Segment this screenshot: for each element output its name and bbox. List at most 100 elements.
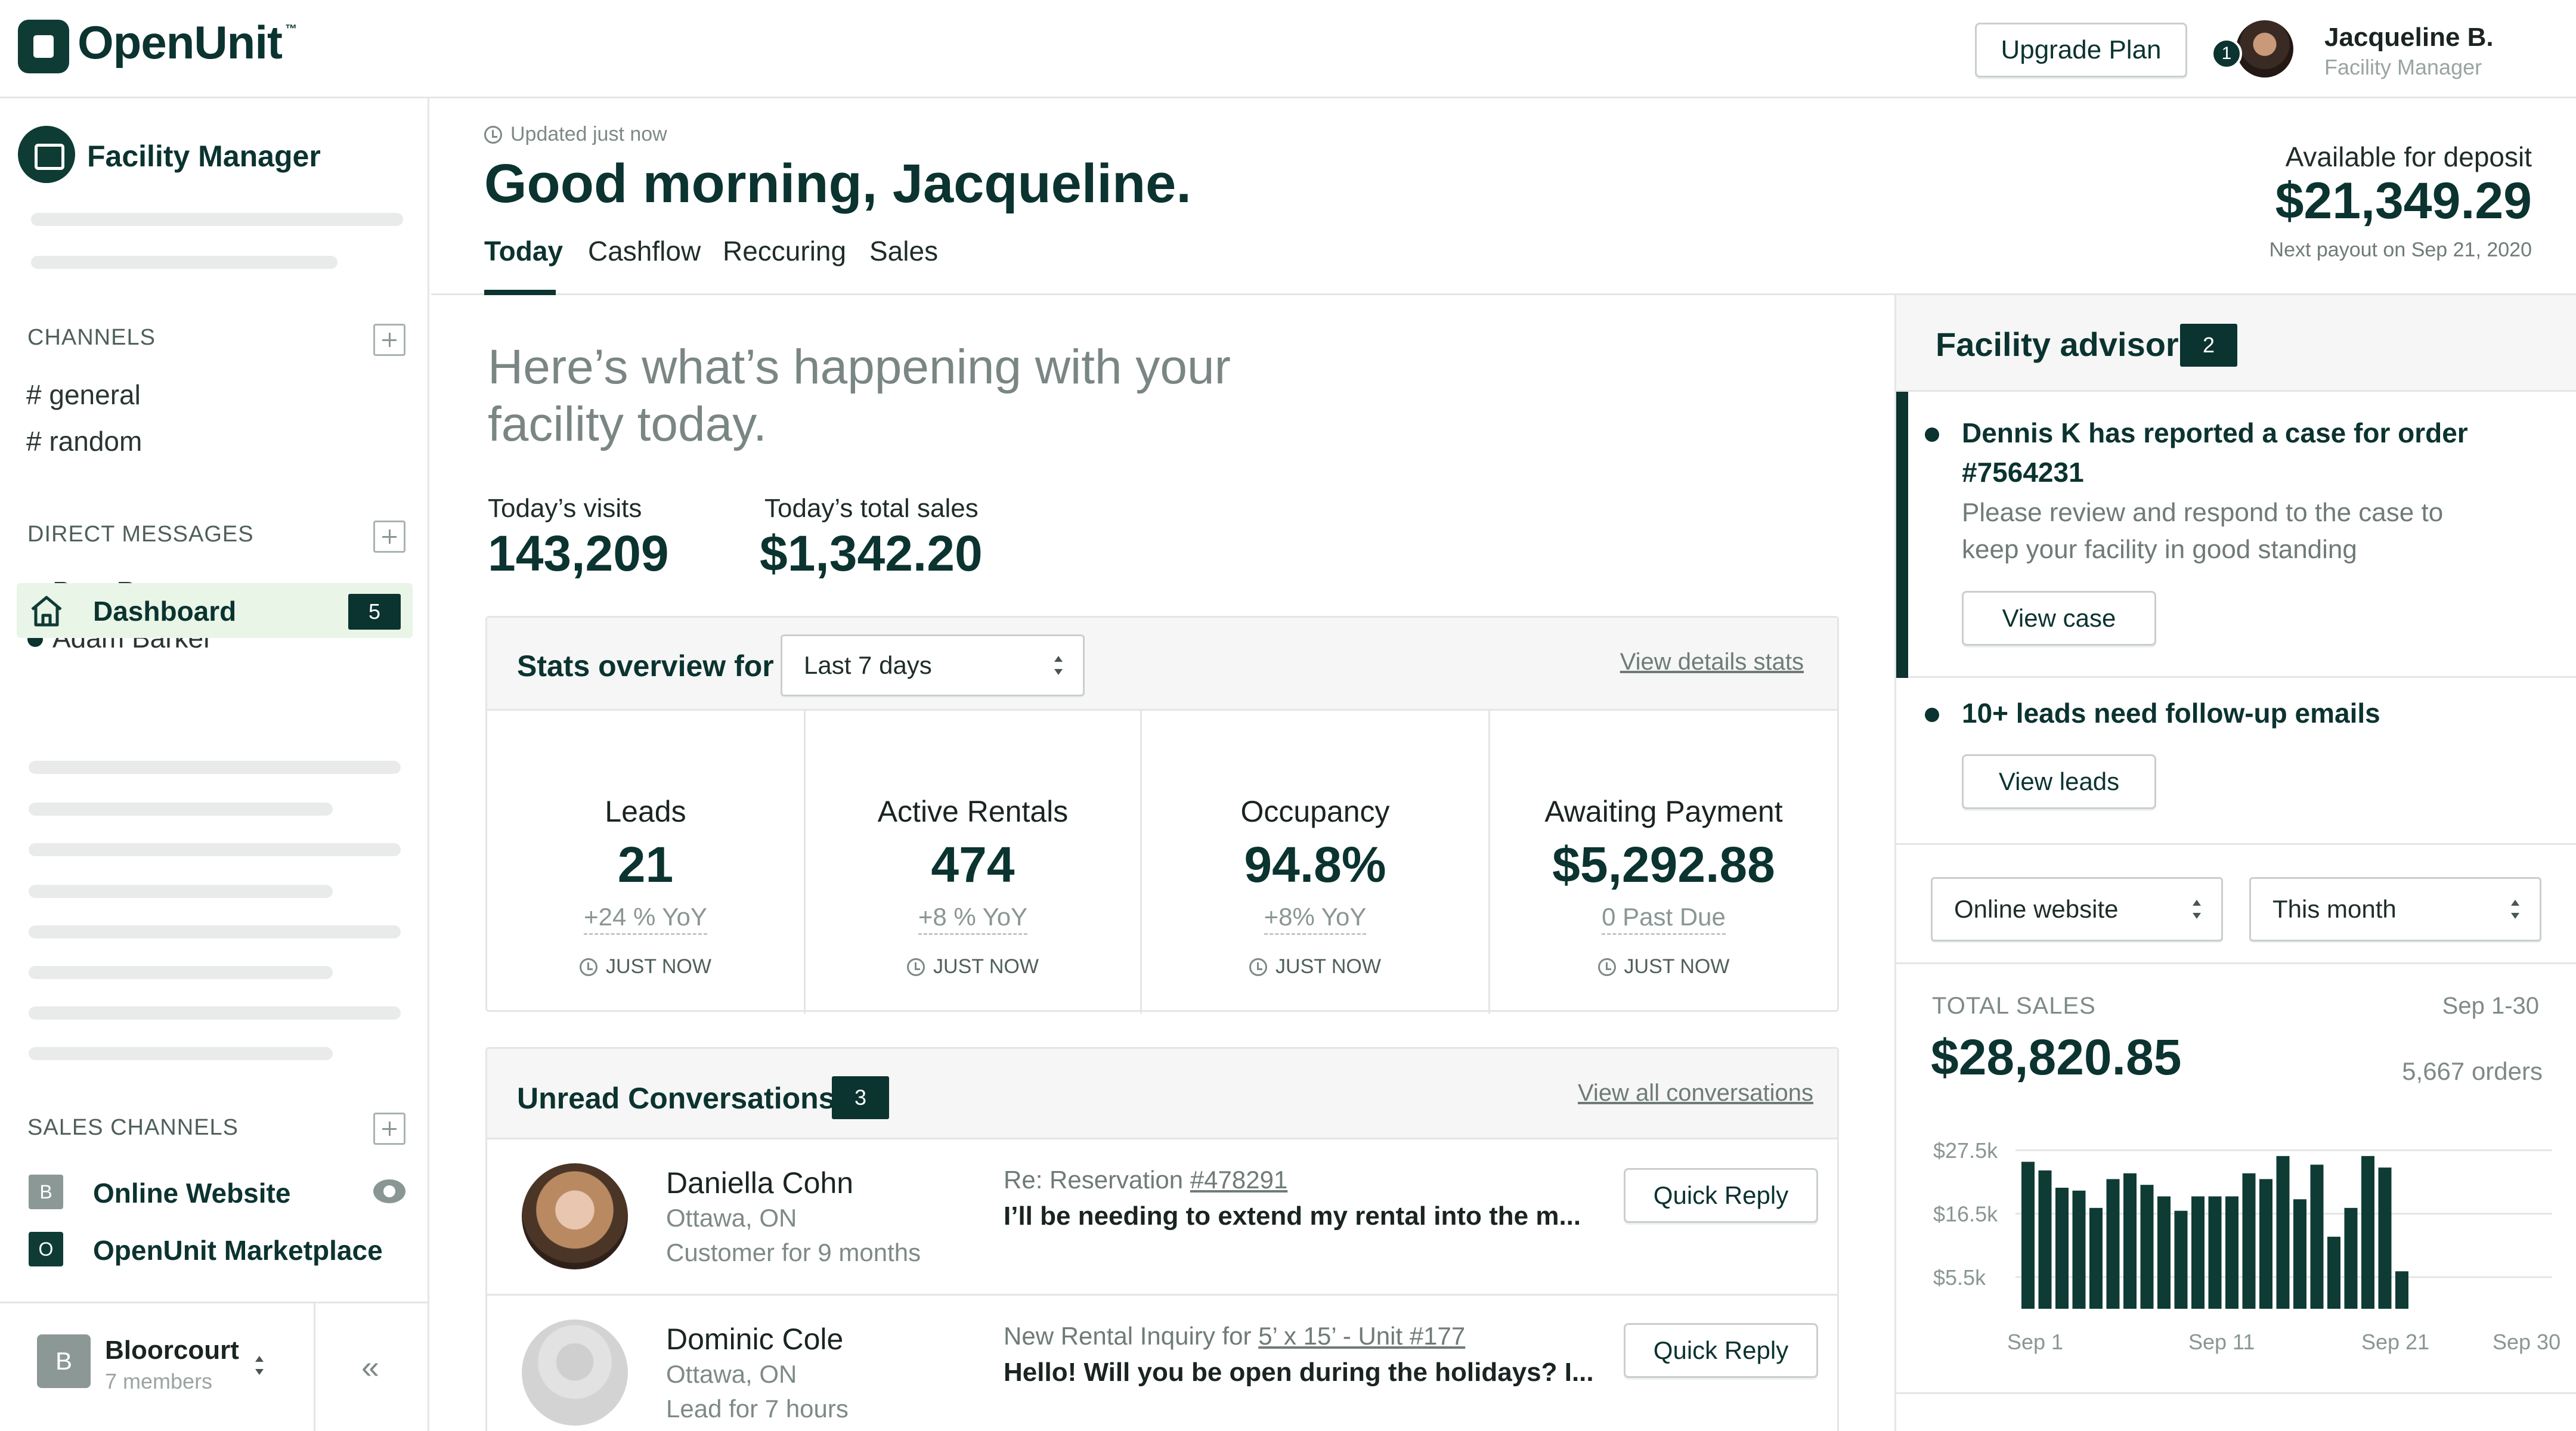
advisor-count-badge: 2 — [2180, 324, 2237, 367]
chart-bar[interactable] — [2293, 1199, 2306, 1309]
tab-today[interactable]: Today — [484, 236, 564, 267]
org-switcher-chevron-icon[interactable] — [253, 1353, 266, 1377]
channel-filter-value: Online website — [1954, 895, 2119, 923]
stats-range-select[interactable]: Last 7 days — [781, 634, 1085, 696]
chart-bar[interactable] — [2038, 1170, 2052, 1309]
eye-icon[interactable] — [373, 1179, 405, 1203]
view-case-button[interactable]: View case — [1962, 591, 2156, 646]
quick-reply-button[interactable]: Quick Reply — [1624, 1323, 1818, 1378]
sidebar-item-dashboard[interactable] — [17, 583, 413, 638]
stat-title: Leads — [605, 795, 686, 828]
chart-bar[interactable] — [2361, 1156, 2374, 1309]
chart-bar[interactable] — [2208, 1196, 2222, 1309]
tab-cashflow[interactable]: Cashflow — [588, 236, 701, 267]
clock-icon — [484, 126, 502, 144]
stat-value: 474 — [931, 837, 1015, 893]
sales-channel-online-website[interactable]: Online Website — [93, 1178, 291, 1209]
clock-icon — [1249, 958, 1268, 976]
skeleton-line — [29, 966, 333, 979]
updated-text: Updated just now — [510, 123, 667, 145]
chart-bar[interactable] — [2225, 1196, 2238, 1309]
subject-link[interactable]: #478291 — [1190, 1166, 1288, 1194]
stat-change: +8 % YoY — [806, 903, 1140, 935]
channel-random[interactable]: # random — [26, 426, 143, 457]
subject-prefix: Re: Reservation — [1004, 1166, 1190, 1194]
home-icon — [31, 596, 62, 627]
conversation-row[interactable]: Dominic Cole Ottawa, ON Lead for 7 hours… — [487, 1296, 1837, 1431]
chart-bar[interactable] — [2327, 1237, 2340, 1309]
stat-timestamp: JUST NOW — [1142, 955, 1488, 978]
view-all-conversations-link[interactable]: View all conversations — [1577, 1080, 1813, 1106]
org-name[interactable]: Bloorcourt — [105, 1336, 239, 1365]
chart-bar[interactable] — [2140, 1185, 2154, 1309]
brand-name[interactable]: OpenUnit — [78, 16, 283, 69]
chart-bar[interactable] — [2072, 1190, 2086, 1309]
deposit-label: Available for deposit — [2285, 141, 2532, 172]
contact-name[interactable]: Daniella Cohn — [666, 1166, 854, 1200]
chart-bar[interactable] — [2123, 1173, 2137, 1309]
total-sales-value: $28,820.85 — [1931, 1029, 2182, 1085]
top-bar — [0, 0, 2576, 98]
org-avatar[interactable]: B — [37, 1334, 91, 1388]
footer-divider — [314, 1303, 315, 1431]
chart-bar[interactable] — [2191, 1196, 2205, 1309]
conversations-header — [487, 1049, 1837, 1139]
chart-bar[interactable] — [2106, 1179, 2120, 1309]
chart-bar[interactable] — [2276, 1156, 2290, 1309]
stat-card-active-rentals[interactable]: Active Rentals 474 +8 % YoY JUST NOW — [806, 711, 1142, 1014]
chart-bar[interactable] — [2242, 1173, 2256, 1309]
x-tick-label: Sep 11 — [2188, 1330, 2255, 1354]
stat-time-text: JUST NOW — [933, 955, 1039, 978]
contact-name[interactable]: Dominic Cole — [666, 1322, 844, 1356]
updated-status: Updated just now — [484, 123, 667, 146]
view-leads-button[interactable]: View leads — [1962, 754, 2156, 809]
facility-advisor-panel: Facility advisor 2 Dennis K has reported… — [1894, 295, 2576, 1431]
stat-card-occupancy[interactable]: Occupancy 94.8% +8% YoY JUST NOW — [1142, 711, 1490, 1014]
chart-bar[interactable] — [2310, 1164, 2324, 1309]
chart-bar[interactable] — [2157, 1196, 2171, 1309]
sales-channel-openunit-marketplace[interactable]: OpenUnit Marketplace — [93, 1235, 383, 1266]
y-tick-label: $27.5k — [1933, 1138, 1998, 1163]
openunit-logo-icon[interactable] — [18, 20, 69, 73]
tab-reccuring[interactable]: Reccuring — [723, 236, 847, 267]
advisor-item: Dennis K has reported a case for order #… — [1896, 392, 2576, 678]
channel-general[interactable]: # general — [26, 379, 141, 410]
view-details-stats-link[interactable]: View details stats — [1620, 649, 1804, 675]
chart-bar[interactable] — [2174, 1210, 2188, 1309]
workspace-label[interactable]: Facility Manager — [87, 140, 321, 173]
add-dm-icon[interactable] — [373, 521, 405, 553]
visits-value: 143,209 — [488, 525, 669, 581]
stat-change-text: +8% YoY — [1264, 903, 1367, 935]
add-channel-icon[interactable] — [373, 324, 405, 356]
chart-bar[interactable] — [2259, 1179, 2272, 1309]
add-sales-channel-icon[interactable] — [373, 1113, 405, 1145]
stat-card-leads[interactable]: Leads 21 +24 % YoY JUST NOW — [487, 711, 806, 1014]
tab-sales[interactable]: Sales — [869, 236, 939, 267]
subject-link[interactable]: 5’ x 15’ - Unit #177 — [1258, 1322, 1466, 1350]
brand-trademark: ™ — [285, 23, 297, 36]
user-name[interactable]: Jacqueline B. — [2324, 23, 2494, 52]
stat-value: $5,292.88 — [1552, 837, 1775, 893]
org-members: 7 members — [105, 1369, 213, 1393]
chart-bar[interactable] — [2021, 1161, 2035, 1309]
collapse-sidebar-icon[interactable]: « — [361, 1349, 380, 1385]
user-avatar[interactable] — [2236, 20, 2293, 78]
stat-timestamp: JUST NOW — [487, 955, 804, 978]
chart-bar[interactable] — [2395, 1271, 2408, 1309]
dashboard-label: Dashboard — [93, 596, 237, 627]
stat-card-awaiting-payment[interactable]: Awaiting Payment $5,292.88 0 Past Due JU… — [1490, 711, 1837, 1014]
upgrade-plan-button[interactable]: Upgrade Plan — [1975, 23, 2187, 78]
unread-conversations-panel: Unread Conversations 3 View all conversa… — [485, 1047, 1839, 1431]
chart-bar[interactable] — [2344, 1207, 2358, 1309]
active-item-indicator — [1896, 392, 1908, 678]
chart-bar[interactable] — [2055, 1188, 2069, 1309]
conversation-row[interactable]: Daniella Cohn Ottawa, ON Customer for 9 … — [487, 1139, 1837, 1296]
period-filter-select[interactable]: This month — [2249, 877, 2541, 941]
chart-bar[interactable] — [2378, 1167, 2392, 1309]
sales-label: Today’s total sales — [764, 494, 979, 523]
channel-filter-select[interactable]: Online website — [1931, 877, 2223, 941]
quick-reply-button[interactable]: Quick Reply — [1624, 1168, 1818, 1223]
total-sales-range: Sep 1-30 — [2442, 993, 2539, 1019]
chart-bar[interactable] — [2089, 1207, 2103, 1309]
online-website-icon: B — [29, 1175, 63, 1209]
